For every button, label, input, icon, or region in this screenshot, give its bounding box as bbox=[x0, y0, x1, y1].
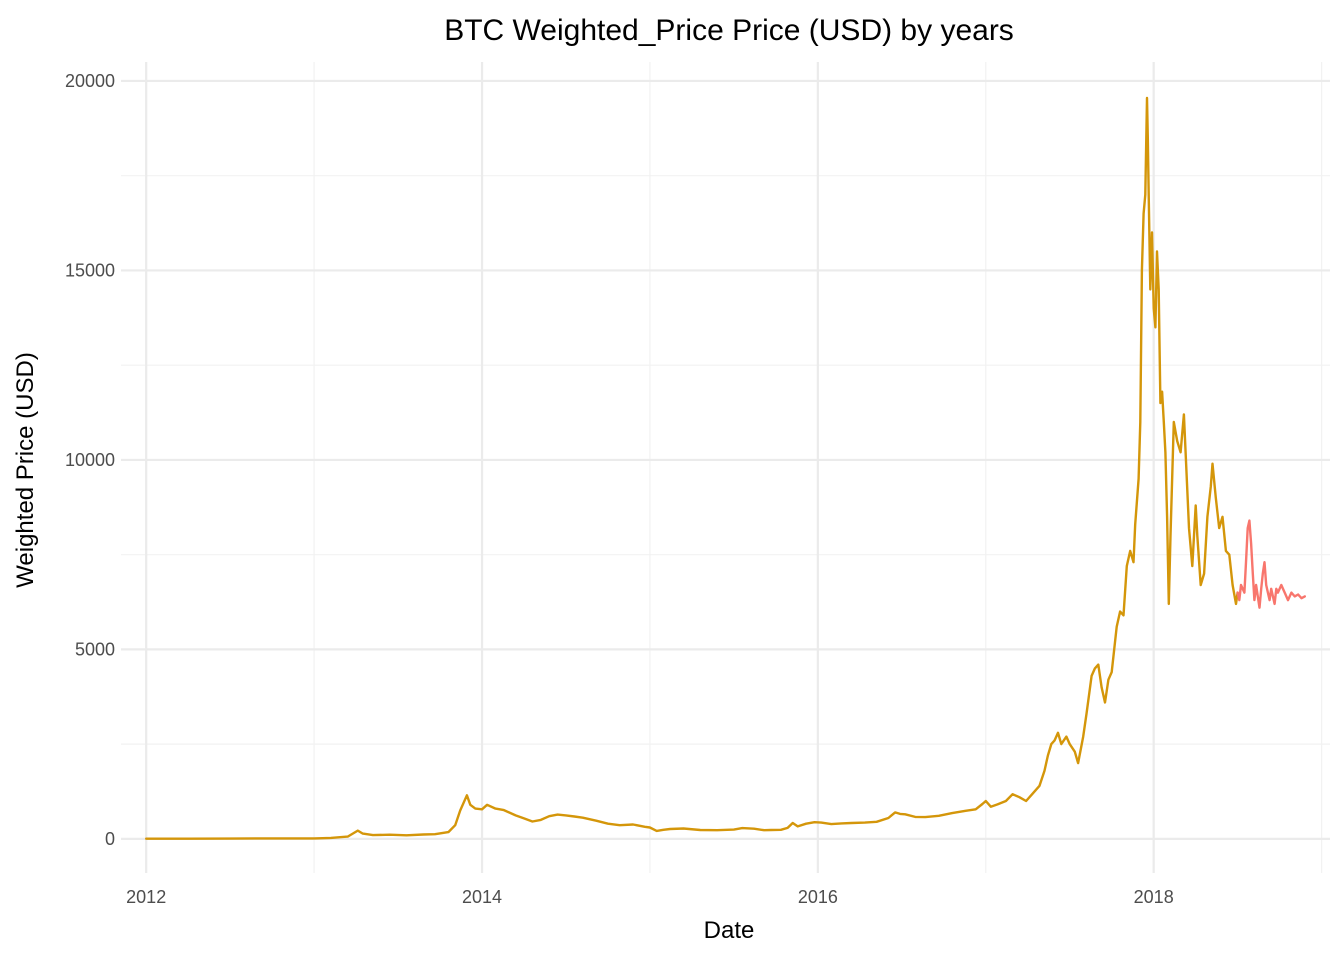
y-tick-label: 0 bbox=[105, 829, 115, 849]
x-tick-label: 2016 bbox=[798, 887, 838, 907]
series-layer bbox=[145, 96, 1306, 840]
tick-label-layer: 0 5000 10000 15000 20000 2012 2014 2016 2018 bbox=[65, 71, 1174, 907]
grid-layer bbox=[121, 62, 1330, 873]
y-tick-label: 15000 bbox=[65, 260, 115, 280]
y-tick-label: 10000 bbox=[65, 450, 115, 470]
series-line-2 bbox=[1236, 519, 1306, 609]
x-tick-label: 2012 bbox=[126, 887, 166, 907]
y-axis-title: Weighted Price (USD) bbox=[12, 352, 39, 588]
x-axis-title: Date bbox=[704, 917, 755, 944]
chart-title: BTC Weighted_Price Price (USD) by years bbox=[444, 14, 1014, 47]
x-tick-label: 2018 bbox=[1134, 887, 1174, 907]
series-line-1 bbox=[145, 96, 1239, 840]
y-tick-label: 5000 bbox=[75, 639, 115, 659]
y-tick-label: 20000 bbox=[65, 71, 115, 91]
x-tick-label: 2014 bbox=[462, 887, 502, 907]
